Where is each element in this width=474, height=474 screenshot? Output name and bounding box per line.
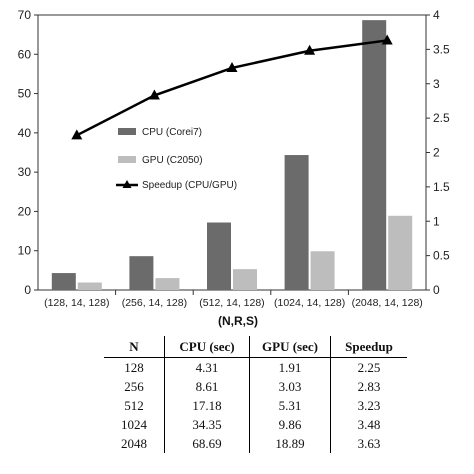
x-category-label: (1024, 14, 128) [274,297,345,309]
left-tick-label: 40 [18,126,32,140]
speedup-marker [381,34,393,45]
legend-marker-speedup [122,180,132,188]
cpu-bar [51,273,76,290]
table-cell: 256 [124,378,144,394]
chart: 0 10 20 30 40 50 60 70 0 0.5 1 1.5 2 2.5 3 3.5 4 (128, 14… [18,8,450,328]
table-cell: 3.63 [330,434,407,453]
gpu-bar [77,282,102,290]
cpu-bar [129,256,154,290]
speedup-line [76,39,388,137]
table-row: 128 4.31 1.91 2.25 [104,357,407,377]
table-cell: 3.03 [249,377,331,396]
table-row: 1024 34.35 9.86 3.48 [104,415,407,434]
left-tick-label: 60 [18,47,32,61]
right-tick-label: 0.5 [433,249,450,263]
table-cell: 9.86 [249,415,331,434]
gpu-bar [388,215,413,290]
left-tick-label: 10 [18,244,32,258]
right-tick-label: 1.5 [433,180,450,194]
left-tick-label: 30 [18,165,32,179]
table-cell: 1.91 [249,357,331,377]
table-cell: 34.35 [164,415,250,434]
cpu-bar [207,222,231,290]
left-tick-label: 50 [18,87,32,101]
table-row: 2048 68.69 18.89 3.63 [104,434,407,453]
table-header-row: N CPU (sec) GPU (sec) Speedup [104,336,407,358]
table-cell: 2048 [121,435,147,451]
left-tick-label: 70 [18,8,32,22]
cpu-bar [284,155,309,290]
table-cell: 5.31 [249,396,331,415]
x-category-label: (2048, 14, 128) [352,297,423,309]
results-table: N CPU (sec) GPU (sec) Speedup 128 4.31 1.91 2.… [104,336,407,453]
right-tick-label: 3.5 [433,42,450,56]
right-tick-label: 2.5 [433,111,450,125]
table-cell: 68.69 [164,434,250,453]
right-tick-label: 0 [433,283,440,297]
legend-label-gpu: GPU (C2050) [142,155,203,166]
legend-label-cpu: CPU (Corei7) [142,127,202,138]
x-axis-label: (N,R,S) [218,314,258,328]
table-cell: 2.83 [330,377,407,396]
cpu-bar [362,20,387,291]
table-cell: 4.31 [164,357,250,377]
table-cell: 2.25 [330,357,407,377]
speedup-marker [304,44,316,55]
table-cell: 512 [124,397,144,413]
table-cell: 3.23 [330,396,407,415]
legend-swatch-gpu [118,156,136,163]
table-row: 256 8.61 3.03 2.83 [104,377,407,396]
table-cell: 8.61 [164,377,250,396]
right-tick-label: 2 [433,146,440,160]
table-cell: 3.48 [330,415,407,434]
table-cell: 18.89 [249,434,331,453]
speedup-marker [71,129,83,140]
plot-area: 0 10 20 30 40 50 60 70 0 0.5 1 1.5 2 2.5 3 3.5 4 (128, 14… [18,8,450,309]
table-header-cell: N [104,336,165,358]
x-category-label: (128, 14, 128) [44,297,109,309]
right-tick-label: 1 [433,214,440,228]
right-tick-label: 3 [433,77,440,91]
table-cell: 17.18 [164,396,250,415]
x-category-label: (512, 14, 128) [199,297,264,309]
gpu-bar [233,269,257,290]
legend-swatch-cpu [118,128,136,135]
left-tick-label: 20 [18,204,32,218]
left-tick-label: 0 [24,283,31,297]
table-cell: 128 [124,359,144,375]
speedup-marker [226,61,238,72]
table-header-cell: CPU (sec) [164,336,250,358]
table-body: 128 4.31 1.91 2.25 256 8.61 3.03 2.83 512 17.18 5.… [104,357,407,453]
table-cell: 1024 [121,416,147,432]
gpu-bar [155,278,180,290]
gpu-bar [310,251,335,290]
speedup-marker [148,89,160,100]
legend-label-speedup: Speedup (CPU/GPU) [142,180,237,191]
table-header-cell: Speedup [330,336,407,358]
right-tick-label: 4 [433,8,440,22]
x-category-label: (256, 14, 128) [122,297,187,309]
table-row: 512 17.18 5.31 3.23 [104,396,407,415]
table-header-cell: GPU (sec) [249,336,331,358]
